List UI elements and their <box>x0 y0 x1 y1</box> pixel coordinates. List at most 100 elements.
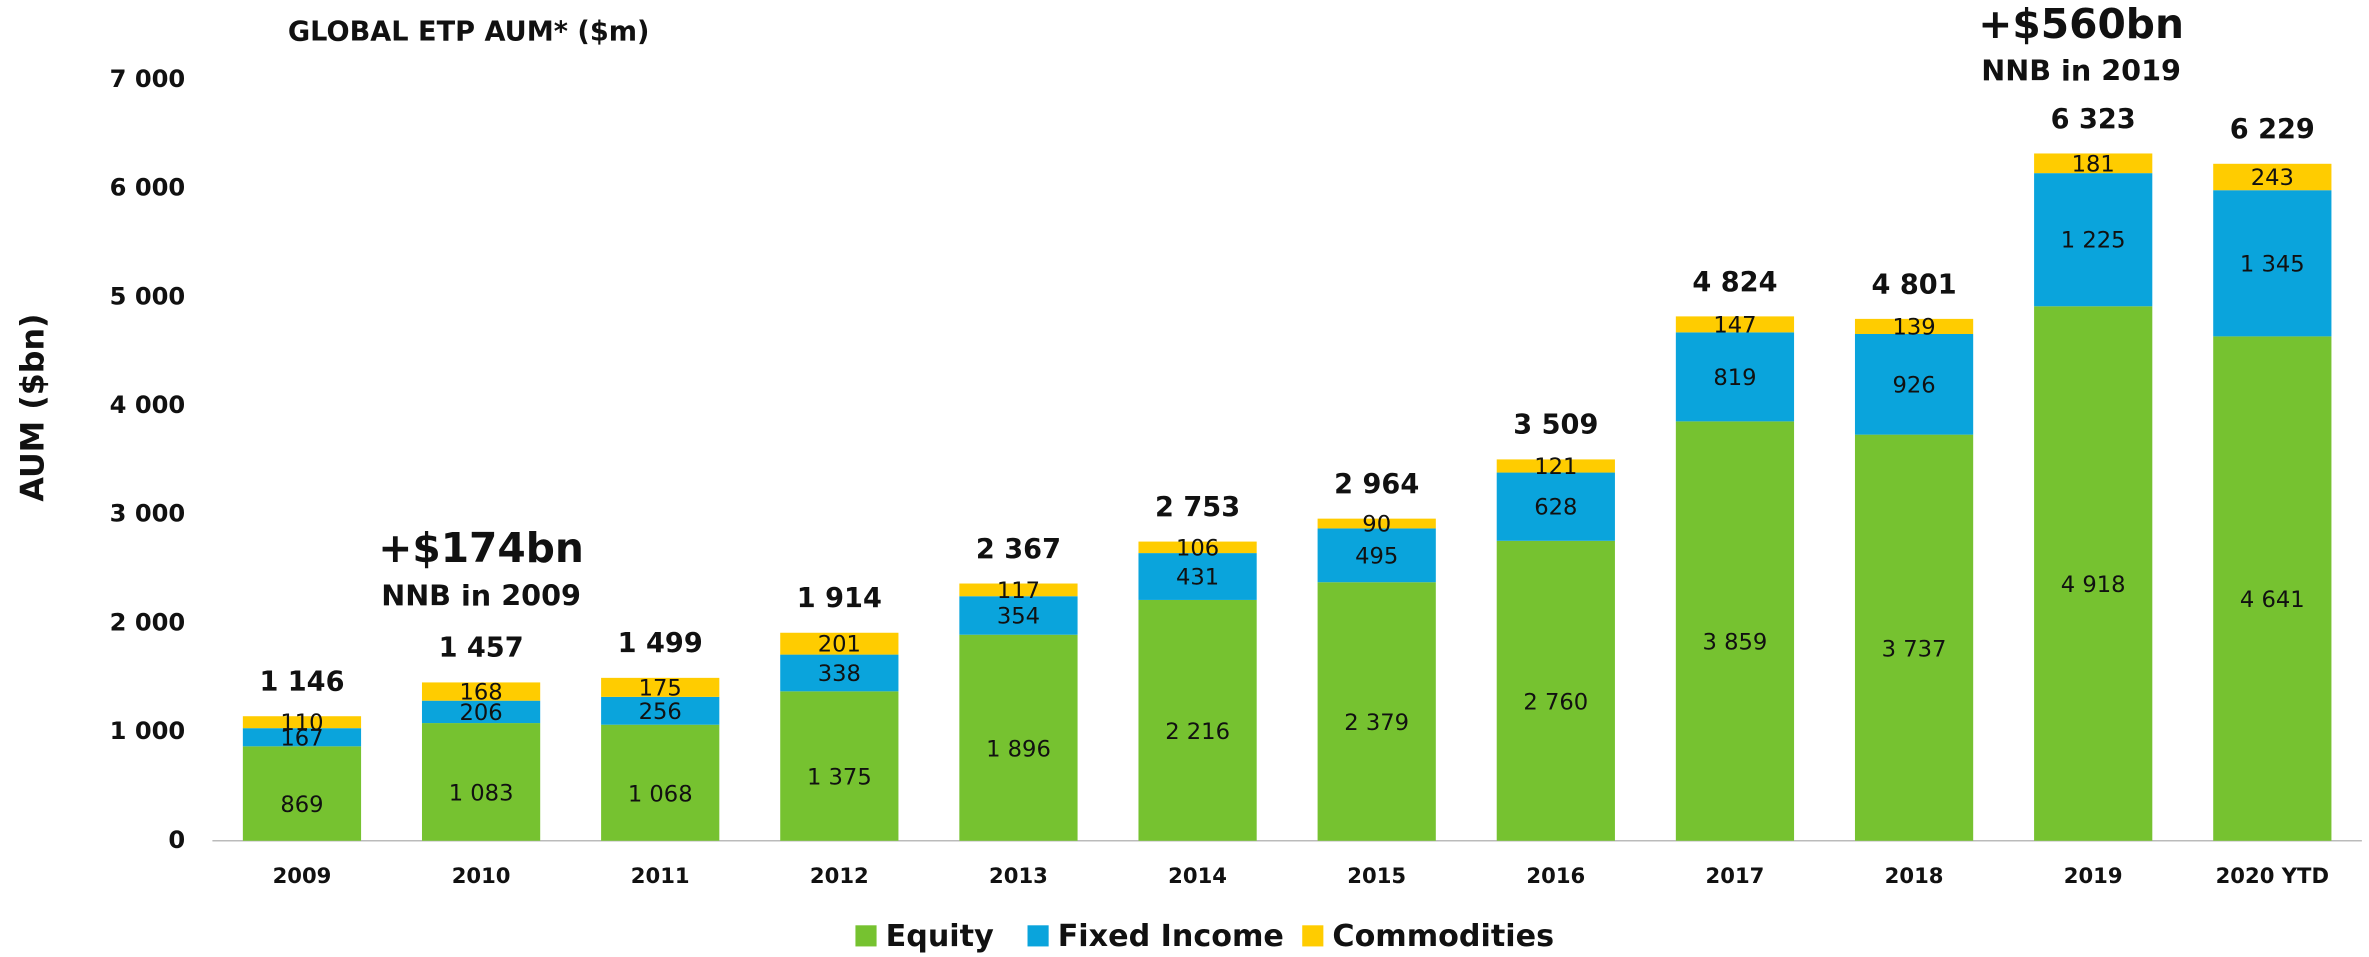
annotation: +$560bn <box>1978 0 2184 48</box>
bar-segment <box>242 746 362 841</box>
data-label: 4 918 <box>2061 572 2126 598</box>
total-label: 6 229 <box>2230 114 2315 145</box>
bar-segment <box>601 677 720 697</box>
bar-segment <box>1138 599 1257 841</box>
data-label: 2 379 <box>1344 710 1409 736</box>
total-label: 2 753 <box>1155 492 1240 523</box>
bar-segment <box>1854 318 1974 334</box>
total-label: 1 914 <box>797 583 882 614</box>
legend-label: Equity <box>886 919 994 954</box>
bar-segment <box>421 682 541 701</box>
data-label: 201 <box>818 632 861 658</box>
x-tick-label: 2016 <box>1526 863 1585 888</box>
data-label: 354 <box>997 603 1040 629</box>
bar-segment <box>780 654 899 692</box>
data-label: 90 <box>1362 512 1391 538</box>
data-label: 1 225 <box>2061 228 2126 254</box>
data-label: 168 <box>459 680 502 706</box>
data-label: 167 <box>280 725 323 751</box>
legend-label: Fixed Income <box>1058 919 1284 954</box>
bar-segment <box>421 700 541 724</box>
data-label: 117 <box>997 578 1040 604</box>
bar-segment <box>1675 421 1795 841</box>
bar-segment <box>2213 163 2332 191</box>
y-tick-label: 3 000 <box>110 500 186 528</box>
data-label: 106 <box>1176 535 1219 561</box>
data-label: 206 <box>459 700 502 726</box>
bar-segment <box>780 691 899 841</box>
data-label: 139 <box>1892 314 1935 340</box>
bar-segment <box>1675 332 1795 422</box>
bar-segment <box>780 632 899 655</box>
bar-segment <box>959 596 1078 635</box>
bar-segment <box>1496 540 1615 841</box>
data-label: 926 <box>1892 372 1935 398</box>
bar-segment <box>1317 518 1436 529</box>
x-tick-label: 2011 <box>631 863 690 888</box>
legend-label: Commodities <box>1332 919 1554 954</box>
x-tick-label: 2020 YTD <box>2216 863 2329 888</box>
total-label: 1 146 <box>259 667 344 698</box>
bar-segment <box>2213 336 2332 841</box>
annotation: NNB in 2009 <box>381 579 581 613</box>
y-tick-label: 0 <box>168 826 185 854</box>
total-label: 6 323 <box>2051 104 2136 135</box>
y-tick-label: 5 000 <box>110 282 186 310</box>
data-label: 431 <box>1176 565 1219 591</box>
legend-swatch <box>1302 925 1324 947</box>
bar-segment <box>2034 306 2153 841</box>
y-tick-label: 2 000 <box>110 608 186 636</box>
bar-segment <box>1496 472 1615 541</box>
legend-swatch <box>1027 925 1049 947</box>
y-tick-label: 7 000 <box>110 65 186 93</box>
total-label: 2 964 <box>1334 469 1419 500</box>
data-label: 495 <box>1355 543 1398 569</box>
bar-segment <box>1317 582 1436 841</box>
x-tick-label: 2017 <box>1706 863 1765 888</box>
bar-segment <box>1854 434 1974 841</box>
data-label: 3 737 <box>1882 636 1947 662</box>
x-tick-label: 2009 <box>273 863 332 888</box>
bar-segment <box>1675 316 1795 333</box>
bar-segment <box>959 634 1078 841</box>
x-tick-label: 2015 <box>1347 863 1406 888</box>
data-label: 2 216 <box>1165 719 1230 745</box>
bar-segment <box>1138 541 1257 554</box>
x-tick-label: 2012 <box>810 863 869 888</box>
annotation: +$174bn <box>378 524 584 572</box>
total-label: 4 824 <box>1692 267 1777 298</box>
annotation: NNB in 2019 <box>1981 53 2181 87</box>
x-tick-label: 2013 <box>989 863 1048 888</box>
data-label: 628 <box>1534 495 1577 521</box>
y-tick-label: 1 000 <box>110 717 186 745</box>
y-tick-label: 4 000 <box>110 391 186 419</box>
data-label: 869 <box>280 792 323 818</box>
bar-segment <box>242 716 362 729</box>
data-label: 338 <box>818 661 861 687</box>
bar-segment <box>1317 528 1436 583</box>
x-tick-label: 2014 <box>1168 863 1227 888</box>
data-label: 121 <box>1534 454 1577 480</box>
legend-swatch <box>855 925 877 947</box>
data-label: 1 345 <box>2240 251 2305 277</box>
bar-segment <box>2034 153 2153 174</box>
bar-segment <box>1496 459 1615 473</box>
data-label: 175 <box>639 675 682 701</box>
total-label: 2 367 <box>976 534 1061 565</box>
data-label: 1 896 <box>986 736 1051 762</box>
x-tick-label: 2010 <box>452 863 511 888</box>
bar-segment <box>1854 333 1974 435</box>
bar-segment <box>1138 553 1257 600</box>
data-label: 181 <box>2072 151 2115 177</box>
data-label: 1 068 <box>628 781 693 807</box>
bar-segment <box>2034 173 2153 307</box>
data-label: 243 <box>2251 165 2294 191</box>
data-label: 147 <box>1713 312 1756 338</box>
data-label: 4 641 <box>2240 587 2305 613</box>
total-label: 1 457 <box>439 633 524 664</box>
x-tick-label: 2018 <box>1885 863 1944 888</box>
data-label: 1 375 <box>807 765 872 791</box>
y-axis-label: AUM ($bn) <box>15 314 51 502</box>
y-tick-label: 6 000 <box>110 174 186 202</box>
chart-title: GLOBAL ETP AUM* ($m) <box>288 17 650 48</box>
